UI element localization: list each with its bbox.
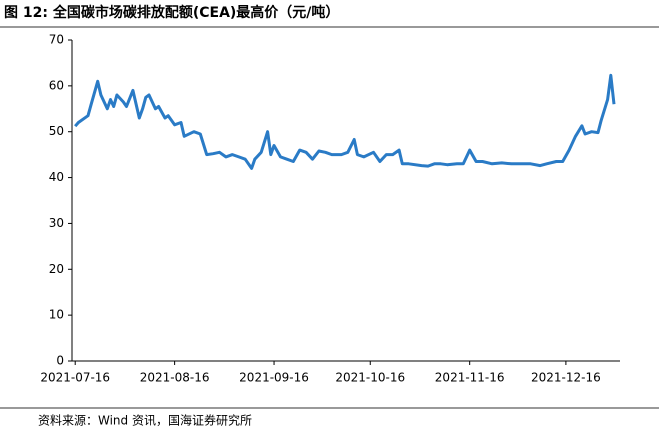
- x-tick-label: 2021-08-16: [140, 371, 210, 385]
- x-tick-label: 2021-07-16: [40, 371, 110, 385]
- x-tick-label: 2021-11-16: [435, 371, 505, 385]
- y-tick-label: 70: [49, 33, 64, 47]
- line-series: [74, 73, 616, 170]
- x-tick-label: 2021-12-16: [531, 371, 601, 385]
- y-tick-label: 30: [49, 216, 64, 230]
- source: 资料来源：Wind 资讯，国海证券研究所: [38, 413, 252, 428]
- y-tick-label: 40: [49, 170, 64, 184]
- y-tick-label: 60: [49, 78, 64, 92]
- y-tick-label: 50: [49, 124, 64, 138]
- x-tick-label: 2021-09-16: [239, 371, 309, 385]
- x-tick-label: 2021-10-16: [335, 371, 405, 385]
- y-tick-label: 20: [49, 262, 64, 276]
- y-tick-label: 10: [49, 308, 64, 322]
- chart-title: 图 12: 全国碳市场碳排放配额(CEA)最高价（元/吨）: [4, 4, 339, 21]
- y-tick-label: 0: [56, 354, 64, 368]
